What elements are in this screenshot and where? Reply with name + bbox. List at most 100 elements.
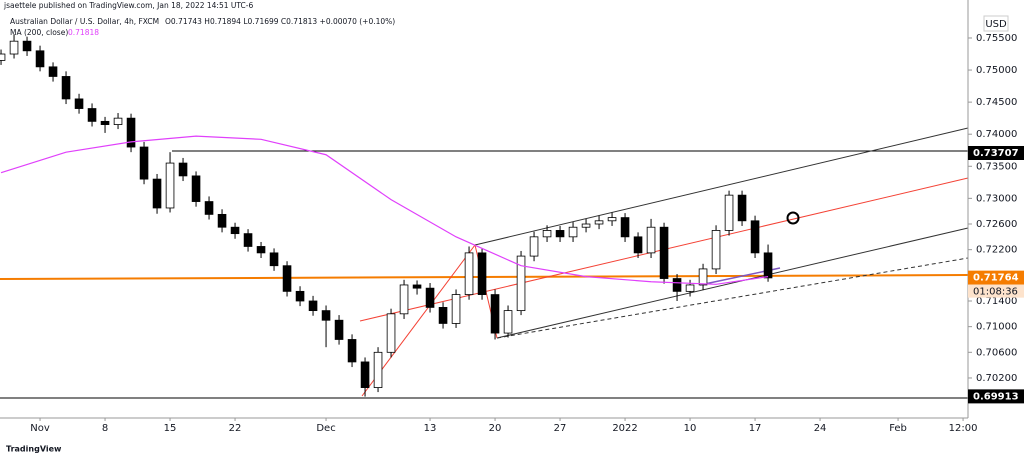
- candle-body: [113, 117, 123, 125]
- candle-body: [425, 287, 435, 308]
- ma-name: MA (200, close): [10, 28, 68, 37]
- channel-dashed: [496, 257, 969, 339]
- candle-body: [269, 252, 279, 267]
- candle-body: [178, 162, 188, 177]
- candle-body: [308, 300, 318, 312]
- currency: USD: [985, 19, 1007, 30]
- y-tick-label: 0.74500: [976, 97, 1017, 108]
- candle-body: [763, 252, 773, 279]
- x-tick-label: 17: [749, 423, 762, 434]
- candle-body: [360, 361, 370, 388]
- y-tick-label: 0.70600: [976, 347, 1017, 358]
- candle-body: [477, 252, 487, 295]
- candle-body: [555, 230, 565, 238]
- candle-body: [672, 278, 682, 292]
- candle-body: [165, 162, 175, 209]
- x-tick-label: 27: [554, 423, 567, 434]
- y-tick-label: 0.73500: [976, 161, 1017, 172]
- candle-body: [61, 76, 71, 100]
- candle-body: [633, 236, 643, 254]
- candle-body: [230, 226, 240, 235]
- x-tick-label: 13: [424, 423, 437, 434]
- logo: TradingView: [6, 445, 62, 454]
- candle-body: [35, 50, 45, 68]
- x-tick-label: 2022: [612, 423, 637, 434]
- candle-body: [22, 40, 32, 52]
- x-tick-label: 15: [164, 423, 177, 434]
- candle-body: [204, 201, 214, 215]
- price-marker: [968, 389, 1024, 404]
- candle-body: [594, 220, 604, 225]
- candle-body: [750, 220, 760, 254]
- y-tick-label: 0.74000: [976, 129, 1017, 140]
- candle-body: [490, 294, 500, 334]
- price-marker: [968, 145, 1024, 160]
- y-tick-label: 0.72600: [976, 219, 1017, 230]
- candle-body: [243, 233, 253, 247]
- candle-body: [568, 226, 578, 238]
- candle-body: [464, 252, 474, 295]
- price-marker-label: 0.71764: [973, 273, 1019, 284]
- candle-body: [282, 265, 292, 292]
- y-tick-label: 0.70200: [976, 373, 1017, 384]
- y-tick-label: 0.71400: [976, 296, 1017, 307]
- candle-body: [334, 319, 344, 340]
- candle-body: [542, 230, 552, 238]
- candle-body: [607, 217, 617, 222]
- candle-body: [256, 246, 266, 254]
- candle-body: [659, 226, 669, 279]
- y-tick-label: 0.75500: [976, 33, 1017, 44]
- candle-body: [74, 98, 84, 109]
- moving-average: [0, 135, 769, 285]
- y-tick-label: 0.71000: [976, 322, 1017, 333]
- price-marker-label: 0.69913: [973, 391, 1019, 402]
- y-tick-label: 0.75000: [976, 65, 1017, 76]
- candle-body: [87, 108, 97, 122]
- candle-body: [438, 307, 448, 324]
- candle-body: [620, 217, 630, 238]
- candle-body: [529, 236, 539, 257]
- candle-body: [581, 223, 591, 228]
- candle-body: [217, 213, 227, 228]
- x-tick-label: 10: [684, 423, 697, 434]
- candle-body: [321, 310, 331, 321]
- candle-body: [503, 310, 513, 334]
- x-tick-label: 20: [489, 423, 502, 434]
- countdown-box: [968, 284, 1024, 298]
- symbol: Australian Dollar / U.S. Dollar, 4h, FXC…: [10, 17, 159, 26]
- channel-lower: [496, 227, 969, 339]
- candle-body: [386, 313, 396, 353]
- candle-body: [100, 120, 110, 125]
- candle-body: [516, 255, 526, 312]
- candle-body: [48, 66, 58, 77]
- candle-body: [711, 230, 721, 270]
- x-tick-label: 22: [229, 423, 242, 434]
- candle-body: [0, 53, 6, 61]
- candle-body: [724, 194, 734, 231]
- price-marker: [968, 270, 1024, 285]
- candle-body: [737, 194, 747, 222]
- candle-body: [347, 339, 357, 363]
- candle-body: [152, 178, 162, 209]
- publisher: jsaettele published on TradingView.com, …: [3, 1, 253, 10]
- candle-body: [451, 294, 461, 324]
- candle-body: [399, 284, 409, 315]
- candle-body: [685, 284, 695, 292]
- target-circle: [786, 211, 800, 225]
- candle-body: [698, 268, 708, 286]
- candle-body: [373, 351, 383, 388]
- ohlc: O0.71743 H0.71894 L0.71699 C0.71813 +0.0…: [165, 17, 395, 26]
- y-tick-label: 0.72200: [976, 245, 1017, 256]
- currency-box: [983, 15, 1009, 32]
- x-tick-label: Dec: [316, 423, 335, 434]
- price-marker-label: 0.73707: [973, 148, 1019, 159]
- candle-body: [139, 146, 149, 180]
- x-tick-label: Nov: [30, 423, 50, 434]
- candle-body: [9, 40, 19, 55]
- ma-value: 0.71818: [68, 28, 99, 37]
- x-tick-label: 8: [102, 423, 108, 434]
- candle-body: [126, 117, 136, 148]
- candle-body: [191, 175, 201, 202]
- channel-upper: [474, 127, 969, 246]
